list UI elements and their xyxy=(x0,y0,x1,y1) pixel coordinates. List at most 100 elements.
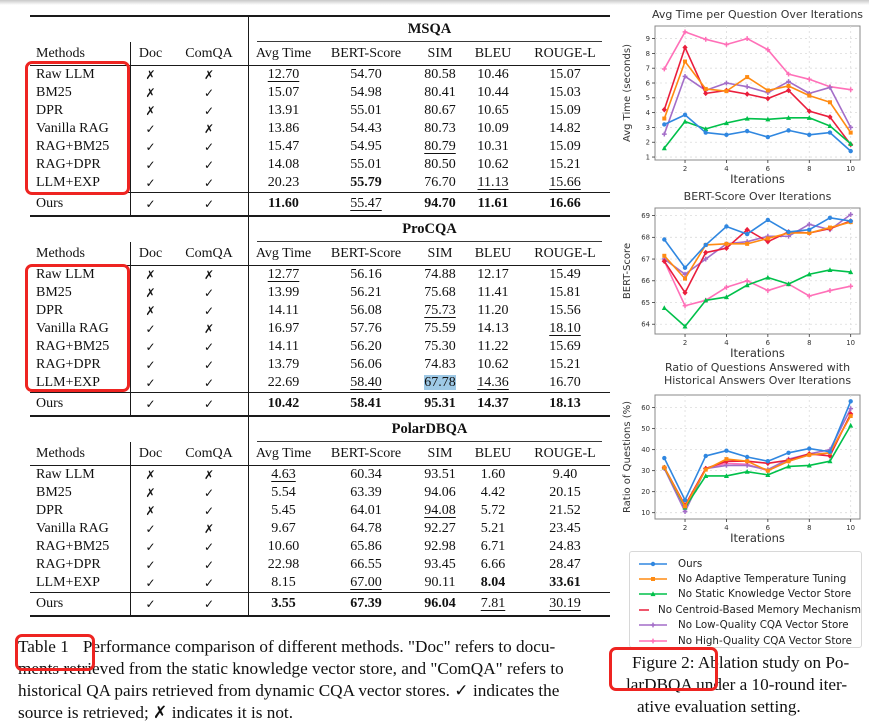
metric-value: 23.45 xyxy=(549,521,581,536)
flag-cell: ✗ xyxy=(170,466,248,485)
svg-text:10: 10 xyxy=(846,339,855,347)
check-mark: ✓ xyxy=(145,358,156,372)
metric-cell: 90.11 xyxy=(414,574,466,593)
svg-text:4: 4 xyxy=(724,165,728,173)
table-row: RAG+BM25 ✓ ✓ 10.60 65.86 92.98 6.71 24.83 xyxy=(30,538,610,557)
metric-cell: 8.15 xyxy=(248,574,318,593)
metric-value: 14.37 xyxy=(477,396,509,411)
metric-value: 60.34 xyxy=(350,467,382,482)
metric-cell: 15.81 xyxy=(520,284,610,303)
legend-swatch-diamond xyxy=(639,609,650,611)
doc-header: Doc xyxy=(130,42,170,65)
metric-header: BERT-Score xyxy=(330,46,402,61)
metric-value: 93.45 xyxy=(424,557,456,572)
metric-value: 5.21 xyxy=(480,521,506,536)
ours-row: Ours ✓ ✓ 3.55 67.39 96.04 7.81 30.19 xyxy=(30,593,610,616)
metric-value: 15.09 xyxy=(549,103,581,118)
svg-text:BERT-Score Over Iterations: BERT-Score Over Iterations xyxy=(684,190,832,203)
svg-text:Iterations: Iterations xyxy=(730,531,785,545)
metric-value: 75.59 xyxy=(424,321,456,336)
metric-cell: 13.91 xyxy=(248,102,318,121)
metric-header: Avg Time xyxy=(248,42,318,65)
metric-header: SIM xyxy=(427,446,453,461)
metric-value: 65.86 xyxy=(350,539,382,554)
metric-cell: 75.59 xyxy=(414,320,466,339)
flag-cell: ✗ xyxy=(130,84,170,103)
metric-cell: 11.61 xyxy=(466,193,520,216)
check-mark: ✓ xyxy=(203,376,215,390)
table-row: RAG+DPR ✓ ✓ 22.98 66.55 93.45 6.66 28.47 xyxy=(30,556,610,575)
check-mark: ✓ xyxy=(203,304,215,318)
metric-cell: 57.76 xyxy=(318,320,414,339)
metric-value: 64.78 xyxy=(350,521,382,536)
metric-cell: 75.68 xyxy=(414,284,466,303)
metric-value: 94.70 xyxy=(424,196,456,211)
legend-item: No Low-Quality CQA Vector Store xyxy=(630,618,861,633)
metric-value: 67.39 xyxy=(350,596,382,611)
table-body: Raw LLM ✗ ✗ 4.63 60.34 93.51 1.60 9.40 BM25 ✗ ✓ 5.5… xyxy=(30,466,610,593)
metric-cell: 65.86 xyxy=(318,538,414,557)
check-mark: ✓ xyxy=(203,340,215,354)
results-table-msqa: MSQA Methods Doc ComQA Avg Time BERT-Score SIM… xyxy=(30,15,610,217)
dataset-header: ProCQA xyxy=(248,217,610,242)
selected-text[interactable]: 67.78 xyxy=(424,375,456,390)
check-mark: ✓ xyxy=(203,397,215,411)
metric-value: 80.58 xyxy=(424,67,456,82)
comqa-header: ComQA xyxy=(185,46,233,61)
metric-value: 15.49 xyxy=(549,267,581,282)
metric-cell: 10.62 xyxy=(466,156,520,175)
metric-value: 10.09 xyxy=(477,121,509,136)
metric-header: BERT-Score xyxy=(330,246,402,261)
flag-cell: ✓ xyxy=(170,174,248,193)
metric-cell: 24.83 xyxy=(520,538,610,557)
check-mark: ✓ xyxy=(203,597,215,611)
metric-header: SIM xyxy=(427,246,453,261)
cross-mark: ✗ xyxy=(203,322,215,336)
check-mark: ✓ xyxy=(145,522,156,536)
metric-cell: 30.19 xyxy=(520,593,610,616)
flag-cell: ✓ xyxy=(170,593,248,616)
svg-text:BERT-Score: BERT-Score xyxy=(622,243,633,299)
metric-cell: 5.21 xyxy=(466,520,520,539)
metric-value: 21.52 xyxy=(549,503,581,518)
flag-cell: ✓ xyxy=(170,484,248,503)
metric-cell: 3.55 xyxy=(248,593,318,616)
group-pad xyxy=(30,417,248,442)
metric-cell: 58.40 xyxy=(318,374,414,393)
metric-value: 56.06 xyxy=(350,357,382,372)
metric-value: 20.23 xyxy=(267,175,300,190)
check-mark: ✓ xyxy=(145,158,156,172)
metric-value: 11.20 xyxy=(477,303,509,318)
table-caption-line: historical QA pairs retrieved from dynam… xyxy=(18,681,560,700)
table-header-row: Methods Doc ComQA Avg Time BERT-Score SIM BLEU… xyxy=(30,242,610,266)
check-mark: ✓ xyxy=(145,376,156,390)
metric-value: 10.60 xyxy=(267,539,300,554)
flag-cell: ✓ xyxy=(170,302,248,321)
svg-text:65: 65 xyxy=(641,299,650,307)
metric-cell: 9.67 xyxy=(248,520,318,539)
metric-cell: 80.67 xyxy=(414,102,466,121)
metric-cell: 14.36 xyxy=(466,374,520,393)
metric-value: 56.16 xyxy=(350,267,382,282)
svg-text:2: 2 xyxy=(683,524,687,532)
metric-header: Avg Time xyxy=(248,242,318,265)
flag-cell: ✗ xyxy=(130,284,170,303)
metric-cell: 66.55 xyxy=(318,556,414,575)
metric-value: 1.60 xyxy=(480,467,506,482)
metric-cell: 5.45 xyxy=(248,502,318,521)
metric-value: 54.95 xyxy=(350,139,382,154)
table-body: Raw LLM ✗ ✗ 12.70 54.70 80.58 10.46 15.07 BM25 ✗ ✓… xyxy=(30,66,610,193)
metric-value: 90.11 xyxy=(424,575,456,590)
flag-cell: ✓ xyxy=(130,338,170,357)
svg-text:66: 66 xyxy=(641,277,650,285)
metric-cell: 56.16 xyxy=(318,266,414,285)
metric-value: 15.56 xyxy=(549,303,581,318)
svg-text:64: 64 xyxy=(641,321,650,329)
svg-text:5: 5 xyxy=(646,94,650,102)
metric-value: 22.69 xyxy=(267,375,300,390)
metric-cell: 7.81 xyxy=(466,593,520,616)
metric-value: 10.44 xyxy=(477,85,509,100)
metric-cell: 11.13 xyxy=(466,174,520,193)
